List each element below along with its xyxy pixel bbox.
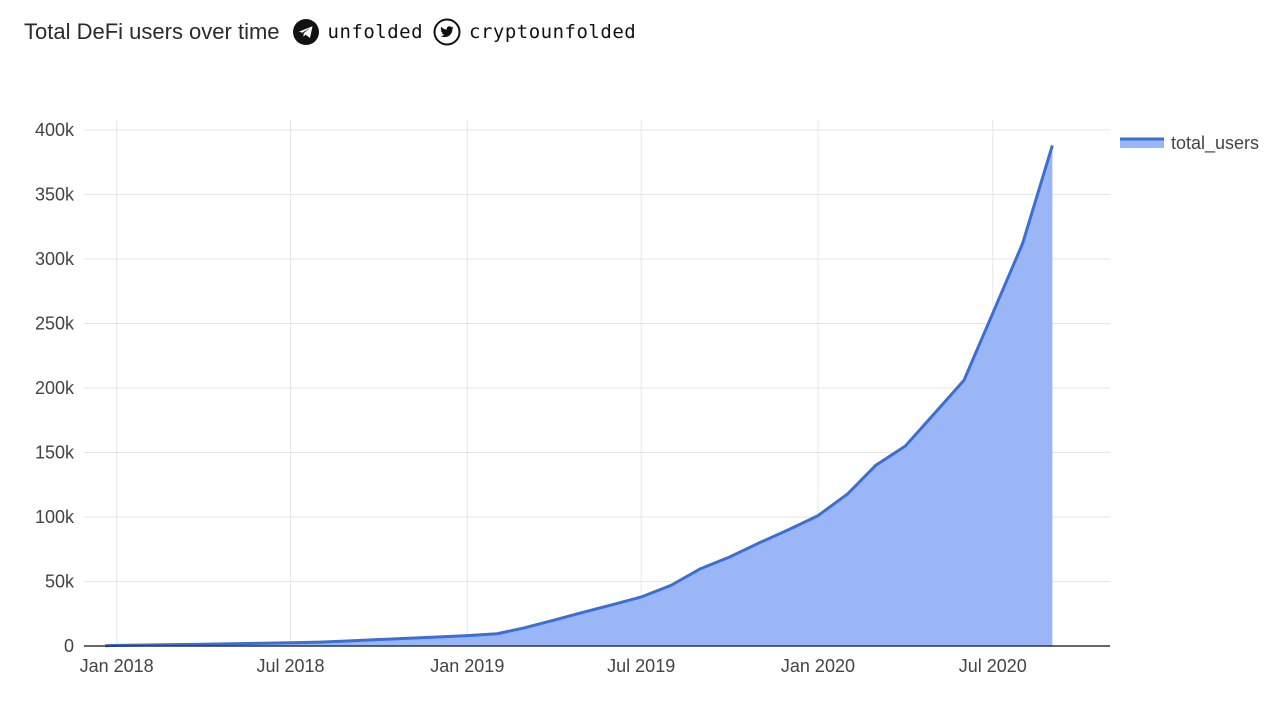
twitter-handle[interactable]: cryptounfolded xyxy=(433,18,636,46)
y-tick-label: 150k xyxy=(35,443,75,463)
x-tick-label: Jan 2020 xyxy=(781,656,855,676)
series-line-total_users xyxy=(105,145,1054,648)
y-tick-label: 50k xyxy=(45,572,75,592)
x-tick-label: Jul 2019 xyxy=(607,656,675,676)
legend[interactable]: total_users xyxy=(1120,133,1259,154)
x-tick-label: Jan 2018 xyxy=(80,656,154,676)
telegram-label: unfolded xyxy=(327,21,424,43)
y-tick-label: 0 xyxy=(64,636,74,656)
x-tick-label: Jul 2020 xyxy=(959,656,1027,676)
y-tick-label: 100k xyxy=(35,507,75,527)
telegram-icon xyxy=(292,19,319,45)
y-tick-label: 200k xyxy=(35,378,75,398)
y-tick-label: 300k xyxy=(35,249,75,269)
telegram-handle[interactable]: unfolded xyxy=(292,18,424,46)
twitter-label: cryptounfolded xyxy=(469,21,637,43)
twitter-icon xyxy=(433,18,461,46)
legend-label-total_users: total_users xyxy=(1171,133,1259,154)
legend-swatch-fill xyxy=(1120,138,1164,148)
axes: 0 50k 100k 150k 200k 250k 300k 350k 400k Jan 2018… xyxy=(35,120,1110,676)
series-area-total_users xyxy=(105,145,1053,647)
x-tick-label: Jul 2018 xyxy=(257,656,325,676)
chart-header: Total DeFi users over time unfolded cryp… xyxy=(24,14,636,50)
plot-area xyxy=(105,145,1054,648)
y-tick-label: 250k xyxy=(35,314,75,334)
chart-title: Total DeFi users over time xyxy=(24,19,280,44)
y-tick-label: 400k xyxy=(35,120,75,140)
x-tick-label: Jan 2019 xyxy=(430,656,504,676)
y-tick-label: 350k xyxy=(35,185,75,205)
